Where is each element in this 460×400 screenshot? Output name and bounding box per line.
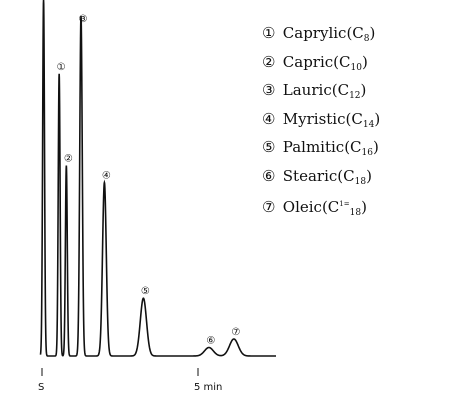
legend-item-palmitic: ⑤ Palmitic(C16) xyxy=(262,138,379,158)
legend-label: Oleic xyxy=(282,198,322,216)
legend: ① Caprylic(C8) ② Capric(C10) ③ Lauric(C1… xyxy=(262,22,380,225)
chromatogram-trace xyxy=(39,0,276,357)
legend-marker: ② xyxy=(262,52,276,71)
legend-item-capric: ② Capric(C10) xyxy=(262,52,368,73)
legend-item-caprylic: ① Caprylic(C8) xyxy=(262,24,376,44)
peak-label-7: ⑦ xyxy=(231,327,240,338)
legend-marker: ③ xyxy=(262,81,276,99)
legend-label: Caprylic xyxy=(282,24,347,42)
legend-marker: ① xyxy=(262,24,276,42)
peak-label-3: ③ xyxy=(79,14,88,25)
legend-label: Stearic xyxy=(282,166,338,185)
peak-label-2: ② xyxy=(64,154,73,165)
peak-labels: ① ② ③ ④ ⑤ ⑥ ⑦ xyxy=(57,14,241,347)
peak-label-5: ⑤ xyxy=(141,286,150,297)
legend-marker: ⑤ xyxy=(262,138,276,156)
x-tick-label-1: 5 min xyxy=(194,382,222,393)
legend-label: Myristic xyxy=(282,109,346,128)
legend-marker: ⑦ xyxy=(262,198,276,216)
legend-item-myristic: ④ Myristic(C14) xyxy=(262,109,381,130)
legend-item-oleic: ⑦ Oleic(C1=18) xyxy=(262,198,367,218)
x-tick-label-0: S xyxy=(38,382,44,393)
peak-label-6: ⑥ xyxy=(206,336,215,347)
legend-label: Capric xyxy=(282,52,334,71)
legend-label: Palmitic xyxy=(282,138,345,156)
peak-label-4: ④ xyxy=(102,171,111,182)
legend-marker: ⑥ xyxy=(262,166,276,185)
peak-label-1: ① xyxy=(57,62,66,73)
time-axis: S 5 min xyxy=(38,368,222,393)
legend-marker: ④ xyxy=(262,109,276,128)
legend-item-lauric: ③ Lauric(C12) xyxy=(262,81,367,101)
legend-item-stearic: ⑥ Stearic(C18) xyxy=(262,166,372,187)
trace-layer xyxy=(39,0,276,357)
legend-label: Lauric xyxy=(282,81,332,99)
